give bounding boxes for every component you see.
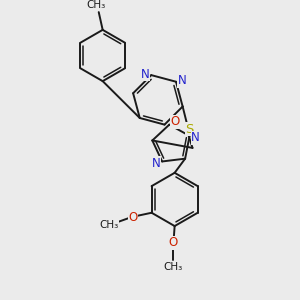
Text: CH₃: CH₃ [86,0,105,10]
Text: N: N [191,131,200,144]
Text: CH₃: CH₃ [163,262,182,272]
Text: N: N [141,68,150,81]
Text: O: O [128,211,137,224]
Text: CH₃: CH₃ [100,220,119,230]
Text: O: O [168,236,177,249]
Text: S: S [185,123,194,136]
Text: N: N [152,157,161,170]
Text: O: O [171,115,180,128]
Text: N: N [178,74,186,87]
